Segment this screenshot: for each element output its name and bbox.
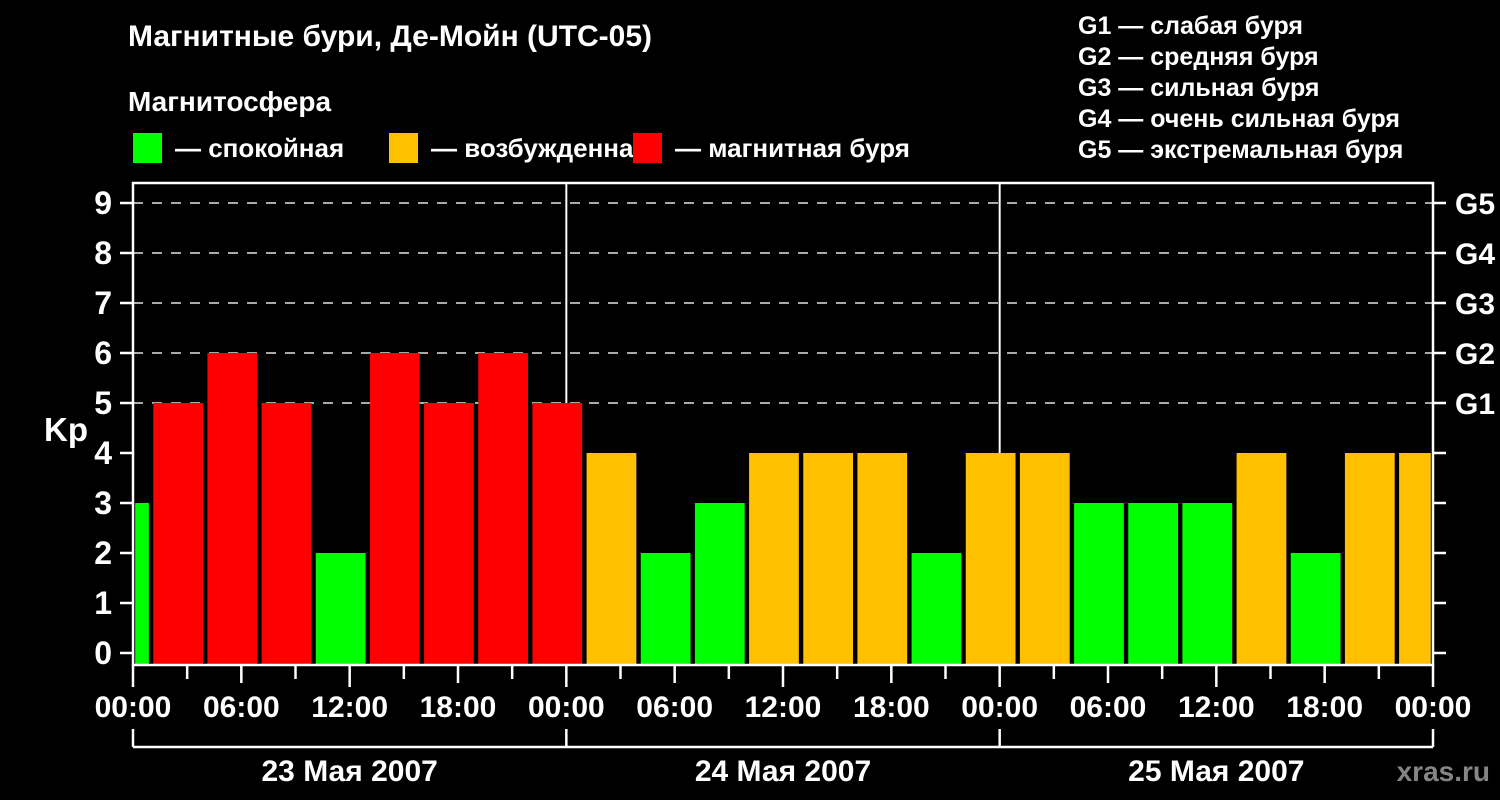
y-tick-label: 8: [94, 235, 112, 271]
y-tick-label: 7: [94, 285, 112, 321]
right-axis-label-g2: G2: [1455, 338, 1495, 371]
kp-bar: [153, 403, 204, 665]
kp-bar: [135, 503, 149, 665]
y-tick-label: 1: [94, 585, 112, 621]
active-color-swatch: [389, 133, 418, 163]
quiet-color-swatch: [133, 133, 162, 163]
storm-scale-line-g3: G3 — сильная буря: [1078, 74, 1320, 102]
kp-bar: [640, 553, 691, 665]
kp-bar: [965, 453, 1016, 665]
storm-scale-line-g4: G4 — очень сильная буря: [1078, 105, 1400, 133]
kp-bar: [1344, 453, 1395, 665]
x-tick-label: 00:00: [1395, 691, 1472, 724]
kp-bar: [586, 453, 637, 665]
y-tick-label: 5: [94, 385, 112, 421]
kp-bar: [1182, 503, 1233, 665]
x-tick-label: 00:00: [95, 691, 172, 724]
kp-bar: [1074, 503, 1124, 665]
storm-scale-line-g5: G5 — экстремальная буря: [1078, 136, 1404, 164]
x-tick-label: 00:00: [528, 691, 605, 724]
kp-bar: [478, 353, 529, 665]
kp-bar: [315, 553, 366, 665]
page-title: Магнитные бури, Де-Мойн (UTC-05): [128, 20, 653, 53]
legend-label-storm: — магнитная буря: [675, 133, 910, 163]
y-tick-label: 4: [94, 435, 112, 471]
kp-bar: [1236, 453, 1287, 665]
x-tick-label: 12:00: [1178, 691, 1255, 724]
right-axis-label-g3: G3: [1455, 288, 1495, 321]
legend-item-quiet: — спокойная: [133, 133, 344, 163]
kp-bar: [694, 503, 745, 665]
legend-item-storm: — магнитная буря: [633, 133, 910, 163]
kp-bar: [1290, 553, 1341, 665]
storm-color-swatch: [633, 133, 662, 163]
y-tick-label: 3: [94, 485, 112, 521]
date-label: 23 Мая 2007: [262, 755, 438, 788]
kp-bar: [207, 353, 258, 665]
x-tick-label: 12:00: [311, 691, 388, 724]
x-tick-label: 18:00: [853, 691, 930, 724]
legend-label-quiet: — спокойная: [175, 133, 345, 163]
y-tick-label: 0: [94, 635, 112, 671]
kp-bar: [749, 453, 799, 665]
storm-scale-line-g1: G1 — слабая буря: [1078, 12, 1304, 40]
watermark: xras.ru: [1397, 756, 1490, 787]
date-label: 24 Мая 2007: [695, 755, 871, 788]
kp-bar: [532, 403, 583, 665]
kp-bar: [369, 353, 420, 665]
y-tick-label: 2: [94, 535, 112, 571]
y-tick-label: 9: [94, 185, 112, 221]
storm-scale-line-g2: G2 — средняя буря: [1078, 43, 1319, 71]
kp-bar: [1128, 503, 1179, 665]
x-tick-label: 00:00: [961, 691, 1038, 724]
x-tick-label: 06:00: [203, 691, 280, 724]
kp-bar: [857, 453, 908, 665]
chart-subtitle: Магнитосфера: [128, 86, 332, 117]
x-tick-label: 18:00: [1286, 691, 1363, 724]
y-axis-title: Kp: [44, 411, 88, 448]
kp-bar: [261, 403, 312, 665]
right-axis-label-g4: G4: [1455, 238, 1495, 271]
legend-label-active: — возбужденная: [431, 133, 649, 163]
x-tick-label: 12:00: [745, 691, 822, 724]
storm-scale-legend: G1 — слабая буря G2 — средняя буря G3 — …: [1078, 11, 1403, 166]
x-tick-label: 06:00: [636, 691, 713, 724]
right-axis-label-g5: G5: [1455, 188, 1495, 221]
date-label: 25 Мая 2007: [1128, 755, 1304, 788]
x-tick-label: 06:00: [1070, 691, 1147, 724]
legend-item-active: — возбужденная: [389, 133, 649, 163]
kp-bar: [1019, 453, 1070, 665]
kp-bar: [1399, 453, 1431, 665]
x-tick-label: 18:00: [420, 691, 497, 724]
kp-bar: [911, 553, 962, 665]
y-tick-label: 6: [94, 335, 112, 371]
right-axis-label-g1: G1: [1455, 388, 1495, 421]
kp-bar: [424, 403, 474, 665]
kp-bar: [803, 453, 854, 665]
